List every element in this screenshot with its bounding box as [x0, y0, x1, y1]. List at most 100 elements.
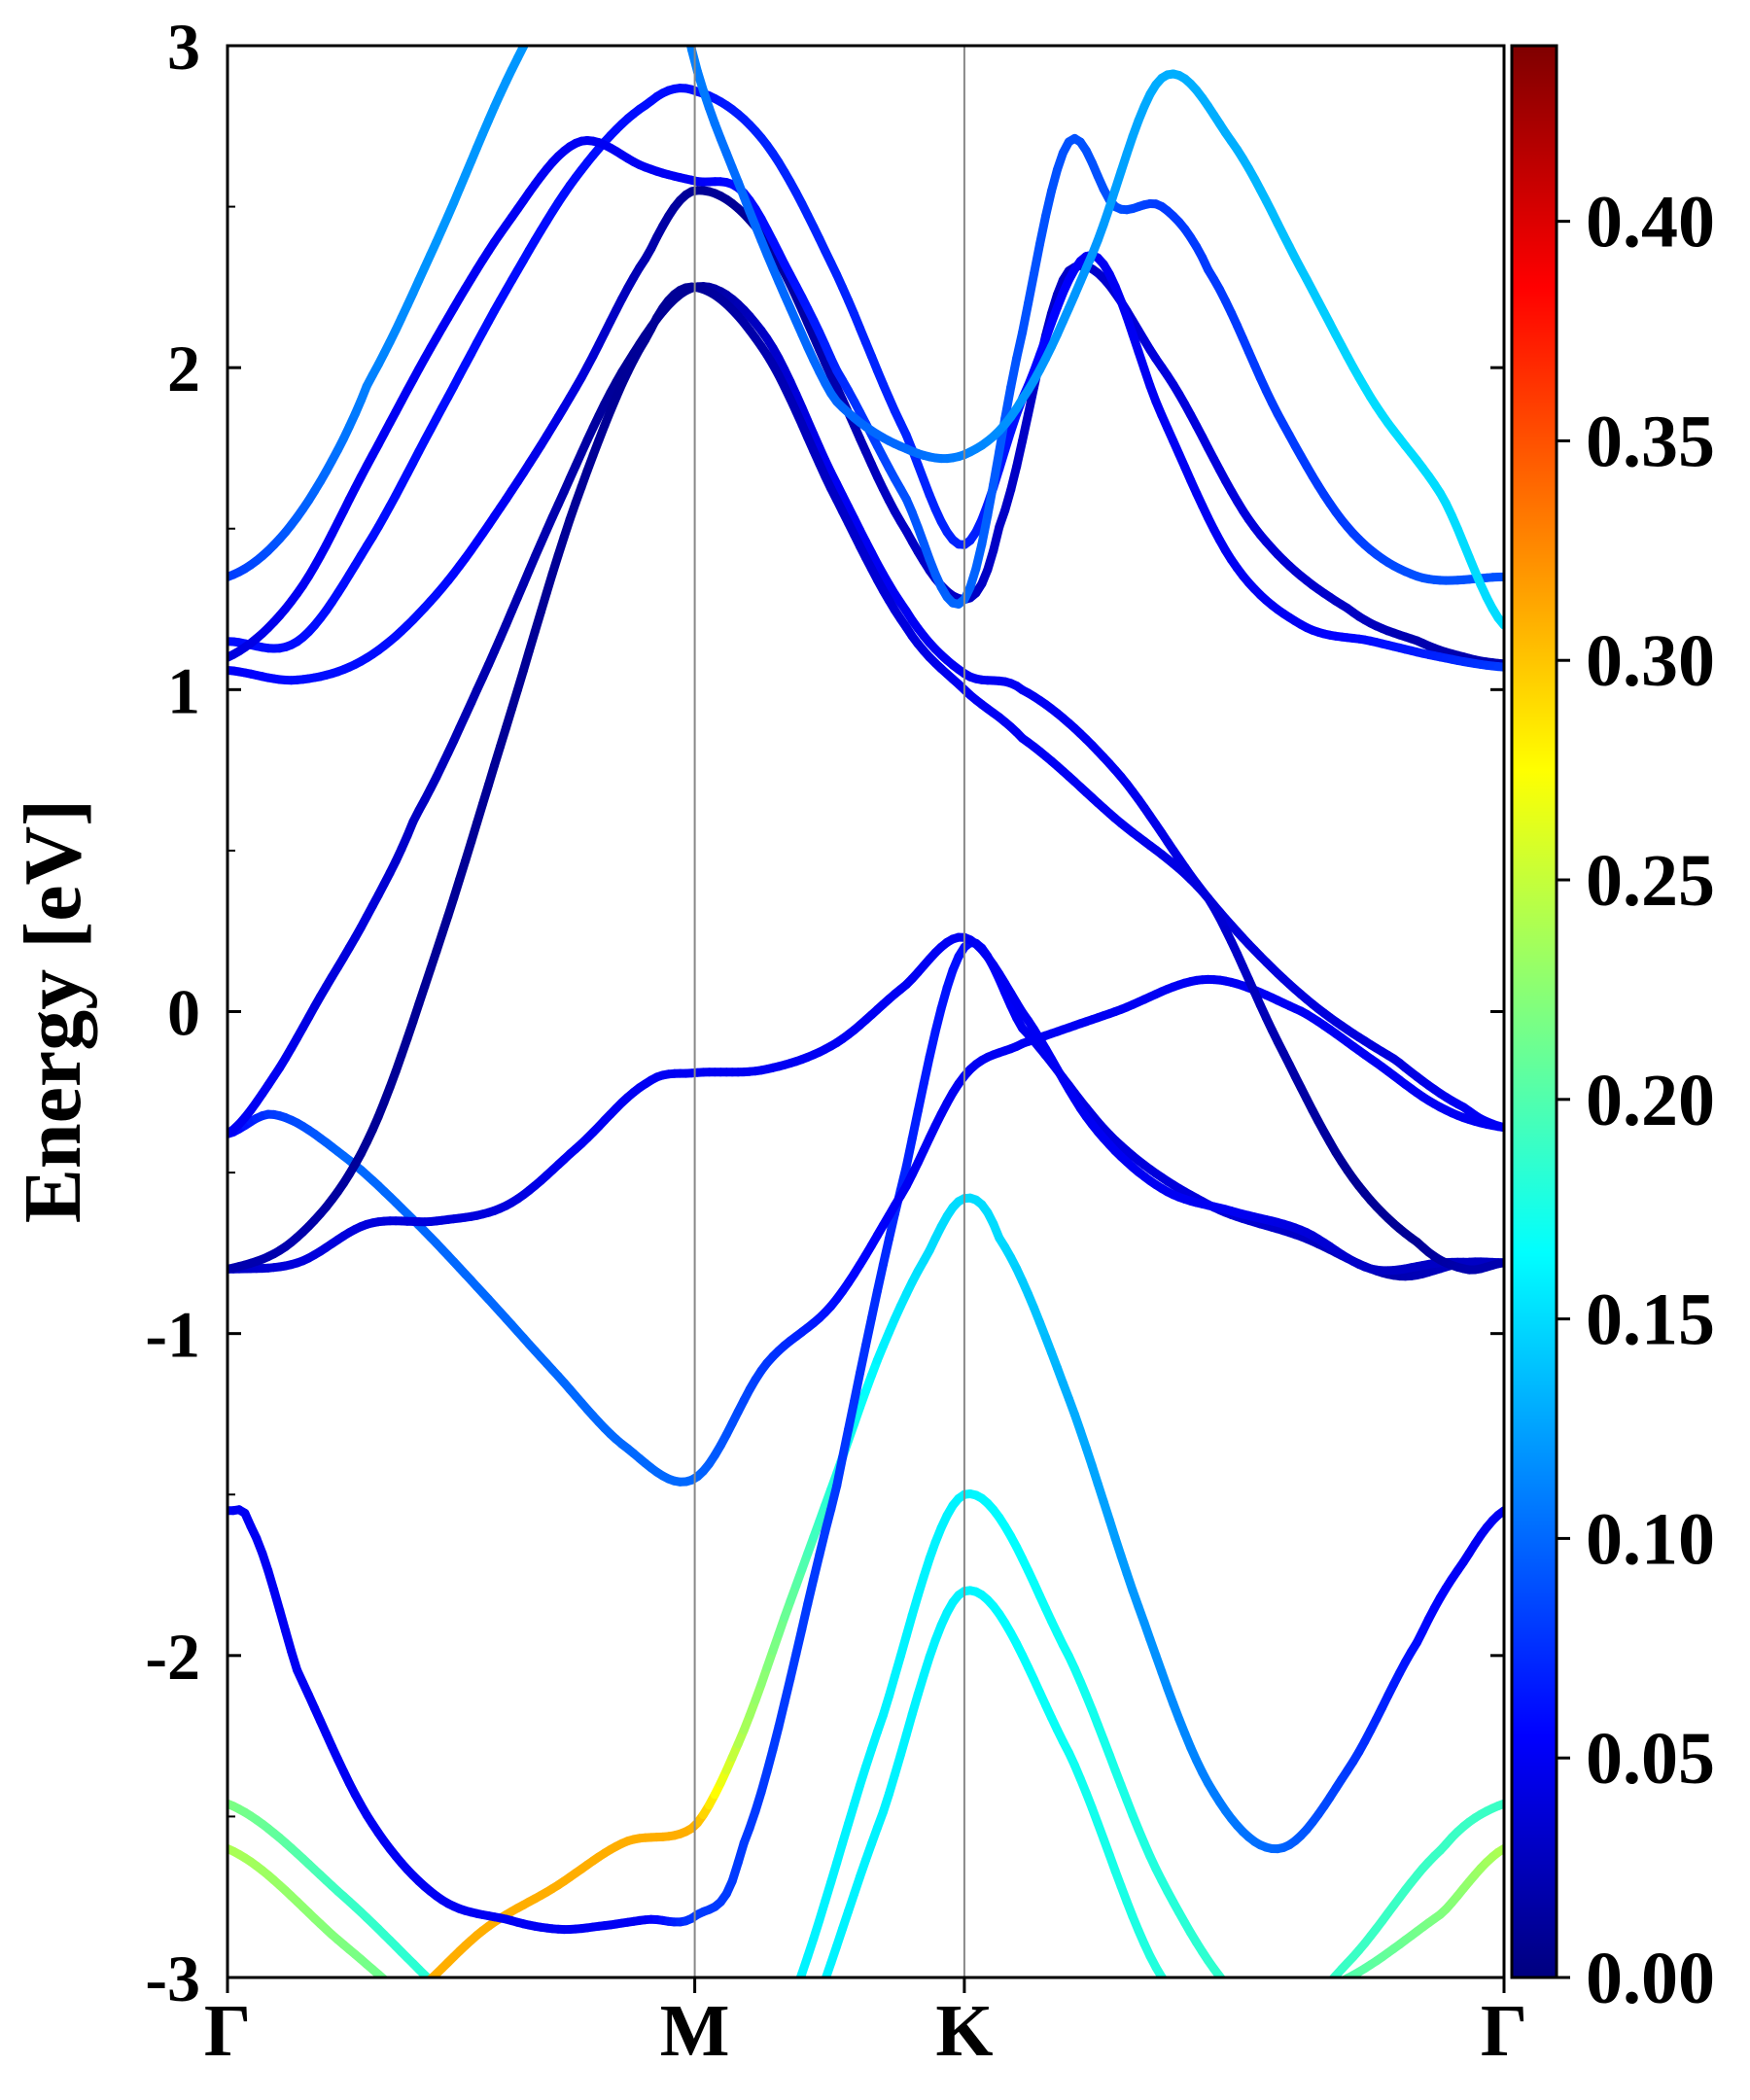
band-segment	[1330, 1985, 1336, 1989]
band-segment	[1173, 1994, 1179, 2002]
band-segment	[390, 2008, 396, 2012]
band-segment	[564, 2095, 570, 2100]
band-segment	[558, 2090, 564, 2095]
band-segment	[437, 2023, 442, 2028]
band-segment	[1191, 2013, 1197, 2019]
band-segment	[785, 2070, 790, 2082]
colorbar-tick-label: 0.05	[1586, 1718, 1715, 1800]
band-segment	[1254, 2041, 1260, 2042]
band-segment	[901, 1134, 917, 1172]
band-segment	[1283, 2012, 1289, 2013]
band-segment	[773, 2032, 779, 2046]
band-segment	[1018, 298, 1033, 337]
kpoint-label: Γ	[204, 1990, 251, 2072]
band-segment	[396, 2003, 402, 2007]
band-segment	[419, 2010, 425, 2014]
high-symmetry-lines	[693, 46, 965, 1978]
band-segment	[529, 2067, 535, 2072]
band-segment	[303, 2076, 309, 2082]
band-11	[228, 133, 1504, 662]
band-segment	[327, 2052, 332, 2058]
band-3	[303, 1193, 1504, 2082]
band-segment	[1272, 2034, 1278, 2038]
band-segment	[489, 2034, 495, 2039]
kpoint-label: K	[935, 1990, 993, 2072]
band-segment	[1197, 2019, 1203, 2024]
band-segment	[1260, 2012, 1266, 2013]
band-segment	[1000, 382, 1016, 423]
band-segment	[1318, 1992, 1324, 1996]
band-segment	[372, 2018, 378, 2022]
band-segment	[1307, 2002, 1312, 2009]
colorbar-tick-label: 0.10	[1586, 1498, 1715, 1580]
band-4	[228, 938, 1504, 1935]
band-segment	[767, 2046, 773, 2059]
kpoint-label: M	[660, 1990, 730, 2072]
band-segment	[1248, 2006, 1254, 2010]
band-segment	[483, 2029, 489, 2034]
band-segment	[367, 2022, 372, 2026]
band-9	[228, 186, 1504, 685]
band-segment	[1203, 2024, 1208, 2028]
band-segment	[321, 2058, 327, 2064]
band-segment	[913, 1079, 928, 1116]
band-segment	[396, 1989, 402, 1994]
band-segment	[407, 1995, 413, 2000]
band-segment	[460, 2041, 466, 2045]
band-segment	[431, 2019, 437, 2024]
band-segment	[844, 1396, 859, 1434]
colorbar-tick-label: 0.40	[1586, 182, 1715, 263]
colorbar-tick-label: 0.35	[1586, 401, 1715, 482]
band-segment	[1278, 2029, 1283, 2033]
band-segment	[454, 2003, 460, 2008]
band-segment	[1226, 1983, 1232, 1990]
band-segment	[517, 2075, 523, 2078]
colorbar-tick-label: 0.15	[1586, 1279, 1715, 1361]
band-segment	[1312, 1995, 1318, 2002]
band-5	[228, 974, 1504, 1487]
band-segment	[1006, 353, 1022, 392]
band-segment	[501, 2044, 507, 2048]
band-segment	[856, 1341, 870, 1378]
band-segment	[785, 2005, 790, 2019]
band-segment	[558, 2096, 564, 2099]
band-segment	[511, 2072, 517, 2075]
band-segment	[1208, 2028, 1214, 2032]
band-segment	[337, 2043, 343, 2048]
band-segment	[315, 2064, 321, 2070]
y-tick-label: 1	[167, 653, 200, 727]
band-segment	[907, 1106, 923, 1143]
band-segment	[477, 2052, 483, 2056]
band-segment	[822, 1976, 829, 1978]
band-segment	[428, 1977, 434, 1978]
band-segment	[419, 1984, 425, 1989]
band-segment	[790, 2057, 796, 2070]
band-segment	[796, 2043, 802, 2056]
band-segment	[349, 2034, 355, 2038]
band-segment	[779, 2018, 785, 2032]
band-segment	[1185, 2008, 1191, 2013]
band-segment	[1254, 2010, 1260, 2012]
band-segment	[1283, 2025, 1289, 2030]
band-segment	[511, 2052, 517, 2057]
band-segment	[507, 2069, 512, 2072]
band-segment	[546, 2090, 552, 2093]
y-tick-label: 0	[167, 976, 200, 1050]
band-segment	[1035, 211, 1050, 249]
band-1	[228, 1489, 1504, 2100]
band-segment	[1295, 2007, 1301, 2010]
band-segment	[523, 2079, 529, 2082]
y-axis: 3 2 1 0 -1 -2 -3	[145, 10, 1504, 2015]
band-segment	[832, 1452, 848, 1490]
band-segment	[1324, 1989, 1330, 1993]
band-segment	[1242, 2002, 1248, 2007]
band-segment	[1307, 2000, 1312, 2004]
band-segment	[454, 2037, 460, 2041]
band-segment	[407, 2000, 413, 2005]
band-segment	[681, 0, 686, 22]
y-tick-label: -1	[145, 1298, 200, 1372]
band-segment	[744, 2096, 750, 2100]
band-segment	[472, 2048, 477, 2052]
band-segment	[861, 1313, 876, 1350]
band-segment	[535, 2072, 541, 2077]
